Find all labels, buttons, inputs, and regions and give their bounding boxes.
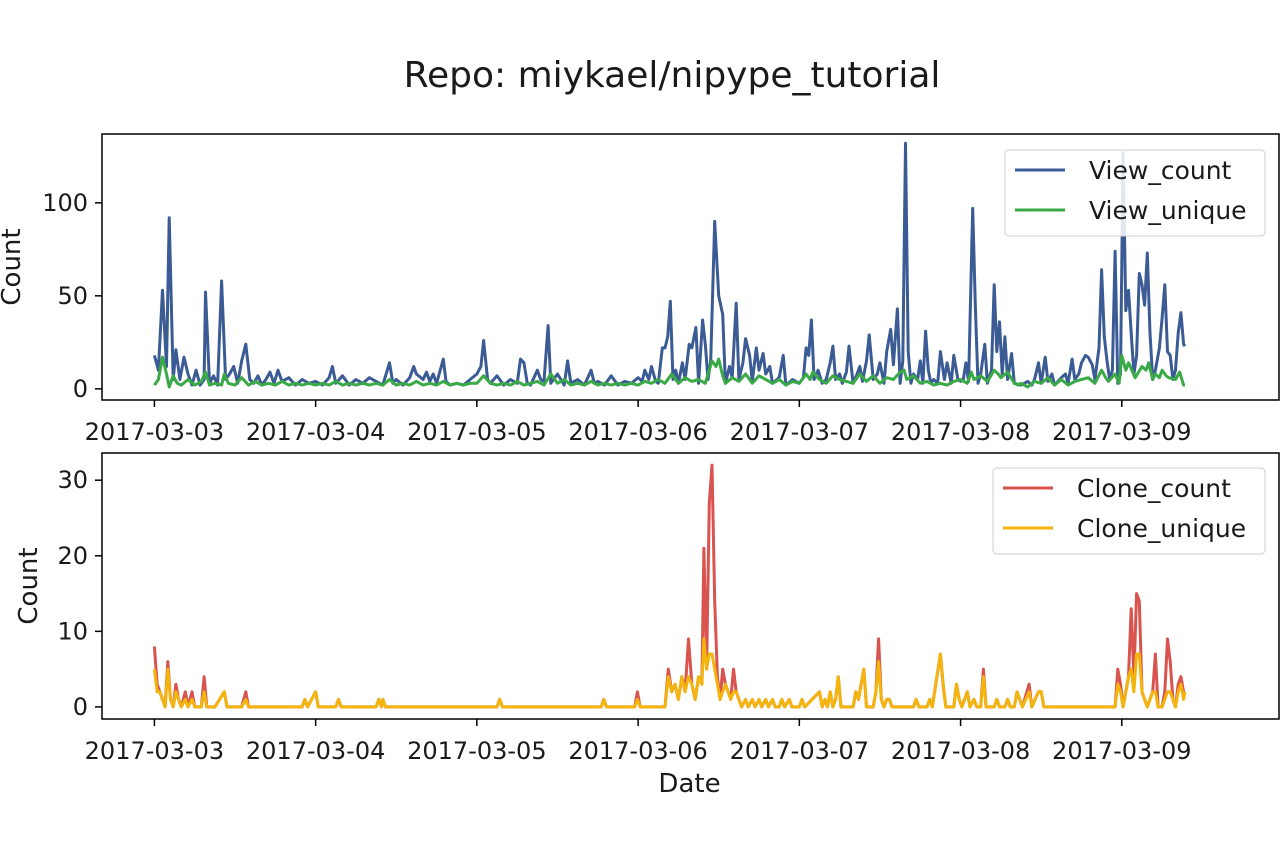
x-tick-label: 2017-03-09 [1052, 418, 1191, 446]
y-tick-label: 0 [73, 693, 88, 721]
x-tick-label: 2017-03-03 [85, 737, 224, 765]
y-tick-label: 50 [57, 282, 88, 310]
legend-label: View_count [1089, 156, 1232, 185]
x-tick-label: 2017-03-05 [407, 737, 546, 765]
legend: View_count View_unique [1004, 149, 1266, 237]
x-tick-label: 2017-03-08 [891, 418, 1030, 446]
legend: Clone_count Clone_unique [992, 467, 1266, 555]
x-tick-label: 2017-03-07 [730, 418, 869, 446]
y-tick-label: 10 [57, 617, 88, 645]
legend-label: Clone_unique [1077, 514, 1246, 543]
x-tick-label: 2017-03-06 [568, 737, 707, 765]
x-tick-label: 2017-03-08 [891, 737, 1030, 765]
y-tick-label: 30 [57, 466, 88, 494]
legend-label: Clone_count [1077, 474, 1231, 503]
legend-box [1004, 149, 1266, 237]
y-axis-label: Count [0, 228, 27, 305]
subplot-2: 2017-03-03 2017-03-04 2017-03-05 2017-03-06… [14, 452, 1280, 799]
legend-box [992, 467, 1266, 555]
x-tick-label: 2017-03-03 [85, 418, 224, 446]
series-line-clone-unique [152, 637, 1187, 709]
chart-title: Repo: miykael/nipype_tutorial [404, 55, 941, 96]
axes-frame [101, 133, 1280, 401]
x-axis-label: Date [658, 769, 720, 799]
y-tick-label: 0 [73, 375, 88, 403]
legend-label: View_unique [1089, 196, 1247, 225]
y-tick-label: 20 [57, 542, 88, 570]
x-tick-label: 2017-03-05 [407, 418, 546, 446]
x-tick-label: 2017-03-06 [568, 418, 707, 446]
y-tick-label: 100 [42, 189, 88, 217]
series-line-view-count [152, 141, 1187, 387]
x-tick-label: 2017-03-04 [246, 418, 385, 446]
series-line-view-unique [153, 353, 1186, 389]
y-axis-label: Count [14, 547, 44, 624]
x-tick-label: 2017-03-07 [730, 737, 869, 765]
x-tick-label: 2017-03-09 [1052, 737, 1191, 765]
x-tick-label: 2017-03-04 [246, 737, 385, 765]
subplot-1: 2017-03-03 2017-03-04 2017-03-05 2017-03-06… [0, 133, 1280, 446]
axes-frame [101, 452, 1280, 720]
